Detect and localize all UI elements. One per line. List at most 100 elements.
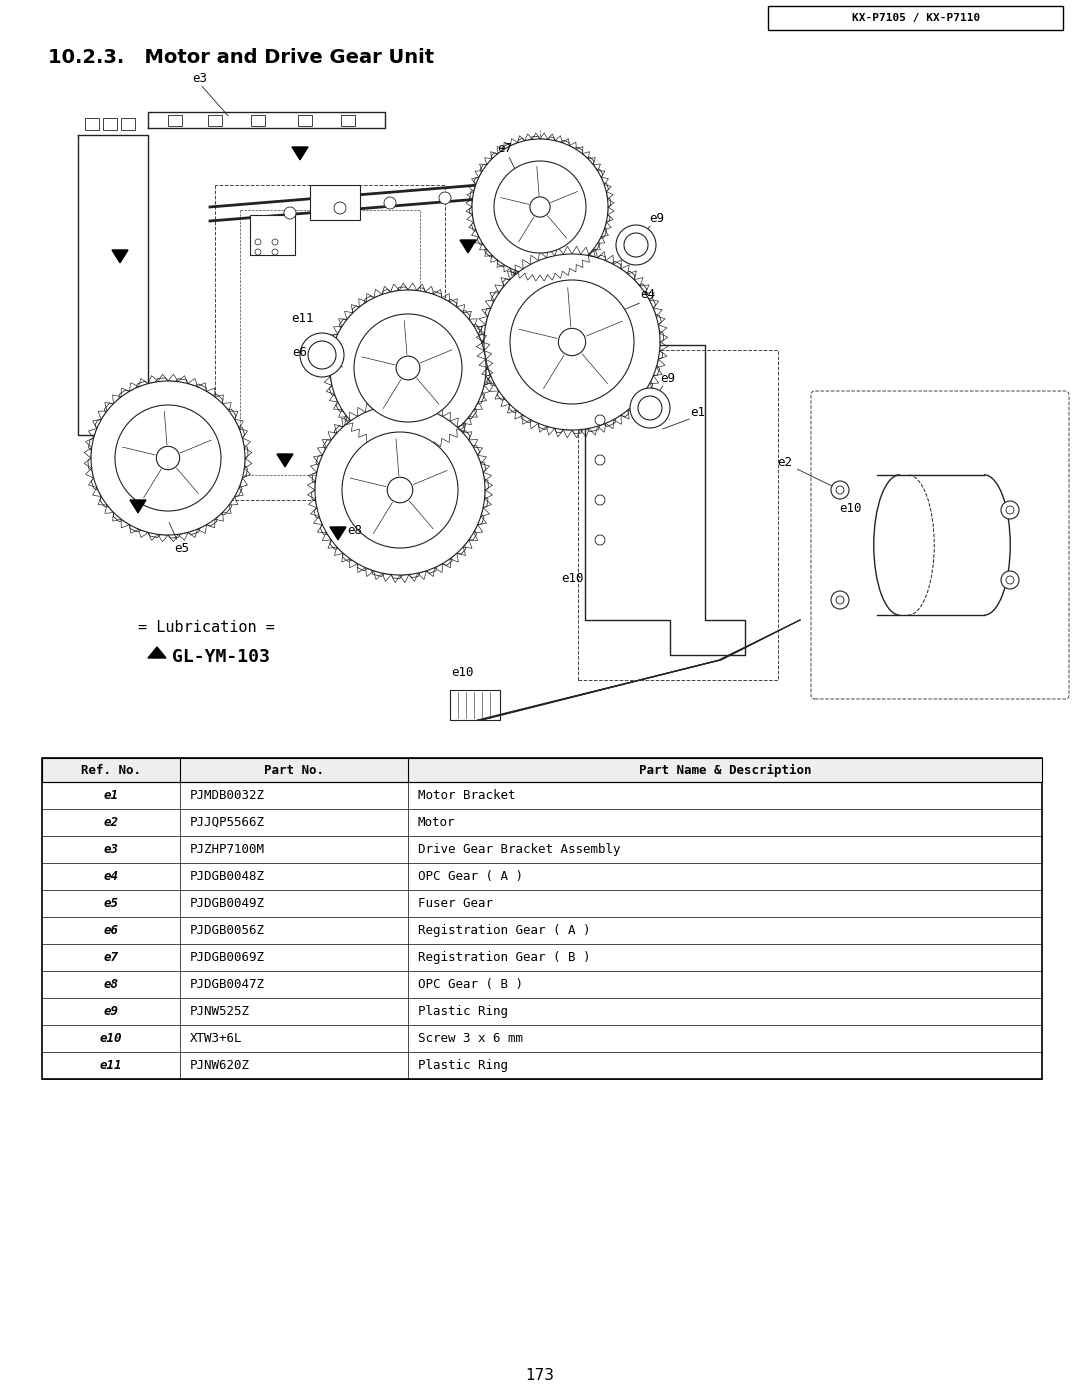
Circle shape [624, 233, 648, 257]
Text: e7: e7 [104, 951, 119, 964]
Text: e7: e7 [498, 141, 513, 155]
Text: e10: e10 [450, 665, 473, 679]
Circle shape [484, 254, 660, 430]
Circle shape [831, 591, 849, 609]
Circle shape [396, 356, 420, 380]
Text: e11: e11 [99, 1059, 122, 1071]
Bar [42, 759, 1042, 782]
Polygon shape [460, 240, 476, 253]
Bar [768, 6, 1063, 29]
Text: Registration Gear ( A ): Registration Gear ( A ) [418, 923, 591, 937]
Polygon shape [330, 527, 346, 539]
Circle shape [510, 279, 634, 404]
Bar [42, 759, 1042, 1078]
Bar [251, 115, 265, 126]
Text: Part Name & Description: Part Name & Description [638, 764, 811, 777]
Bar [85, 117, 99, 130]
Bar [168, 115, 183, 126]
Circle shape [530, 197, 550, 217]
Circle shape [272, 249, 278, 256]
Circle shape [836, 486, 843, 495]
Circle shape [354, 314, 462, 422]
Circle shape [616, 225, 656, 265]
Text: = Lubrication =: = Lubrication = [138, 620, 275, 636]
Text: Plastic Ring: Plastic Ring [418, 1059, 508, 1071]
Circle shape [255, 239, 261, 244]
Circle shape [831, 481, 849, 499]
Circle shape [157, 446, 179, 469]
Text: e6: e6 [293, 345, 308, 359]
Bar [310, 184, 360, 219]
Text: e1: e1 [690, 405, 705, 419]
Text: e11: e11 [291, 312, 313, 324]
Bar [341, 115, 355, 126]
Circle shape [836, 597, 843, 604]
Circle shape [595, 415, 605, 425]
Circle shape [438, 191, 451, 204]
Text: PJZHP7100M: PJZHP7100M [190, 842, 265, 856]
Text: PJNW620Z: PJNW620Z [190, 1059, 249, 1071]
Text: OPC Gear ( B ): OPC Gear ( B ) [418, 978, 523, 990]
Bar [249, 215, 295, 256]
Polygon shape [276, 454, 293, 467]
Bar [298, 115, 312, 126]
Text: e10: e10 [839, 502, 861, 514]
Circle shape [1001, 502, 1020, 520]
Text: Screw 3 x 6 mm: Screw 3 x 6 mm [418, 1032, 523, 1045]
Text: Part No.: Part No. [264, 764, 324, 777]
Circle shape [1005, 506, 1014, 514]
Bar [578, 351, 778, 680]
Text: e9: e9 [104, 1004, 119, 1018]
Text: e2: e2 [104, 816, 119, 828]
Circle shape [595, 535, 605, 545]
Circle shape [300, 332, 345, 377]
Text: e3: e3 [104, 842, 119, 856]
Circle shape [342, 432, 458, 548]
Circle shape [1001, 571, 1020, 590]
Circle shape [255, 249, 261, 256]
Text: Fuser Gear: Fuser Gear [418, 897, 492, 909]
Circle shape [494, 161, 586, 253]
Circle shape [388, 478, 413, 503]
Text: OPC Gear ( A ): OPC Gear ( A ) [418, 870, 523, 883]
Text: PJJQP5566Z: PJJQP5566Z [190, 816, 265, 828]
Text: GL-YM-103: GL-YM-103 [172, 648, 270, 666]
Text: e9: e9 [649, 211, 664, 225]
Text: 173: 173 [526, 1368, 554, 1383]
Text: e5: e5 [175, 542, 189, 555]
Circle shape [630, 388, 670, 427]
Text: PJDGB0069Z: PJDGB0069Z [190, 951, 265, 964]
Text: PJDGB0047Z: PJDGB0047Z [190, 978, 265, 990]
Bar [121, 117, 135, 130]
Polygon shape [292, 147, 308, 159]
Polygon shape [148, 647, 166, 658]
Circle shape [330, 291, 486, 446]
Circle shape [595, 455, 605, 465]
Text: 10.2.3.   Motor and Drive Gear Unit: 10.2.3. Motor and Drive Gear Unit [48, 47, 434, 67]
Text: e4: e4 [104, 870, 119, 883]
Text: e6: e6 [104, 923, 119, 937]
Circle shape [595, 495, 605, 504]
Text: PJMDB0032Z: PJMDB0032Z [190, 789, 265, 802]
Text: PJNW525Z: PJNW525Z [190, 1004, 249, 1018]
Text: e2: e2 [778, 455, 793, 468]
Text: e10: e10 [99, 1032, 122, 1045]
Text: Motor: Motor [418, 816, 456, 828]
Circle shape [308, 341, 336, 369]
Circle shape [558, 328, 585, 356]
Text: e8: e8 [348, 524, 363, 536]
Circle shape [535, 182, 545, 191]
Text: Motor Bracket: Motor Bracket [418, 789, 515, 802]
Circle shape [114, 405, 221, 511]
Circle shape [284, 207, 296, 219]
Text: PJDGB0056Z: PJDGB0056Z [190, 923, 265, 937]
Text: Ref. No.: Ref. No. [81, 764, 141, 777]
Circle shape [91, 381, 245, 535]
Text: KX-P7105 / KX-P7110: KX-P7105 / KX-P7110 [852, 13, 981, 22]
Circle shape [384, 197, 396, 210]
Bar [103, 117, 117, 130]
Text: Plastic Ring: Plastic Ring [418, 1004, 508, 1018]
Text: Drive Gear Bracket Assembly: Drive Gear Bracket Assembly [418, 842, 621, 856]
Polygon shape [112, 250, 129, 263]
Circle shape [334, 203, 346, 214]
